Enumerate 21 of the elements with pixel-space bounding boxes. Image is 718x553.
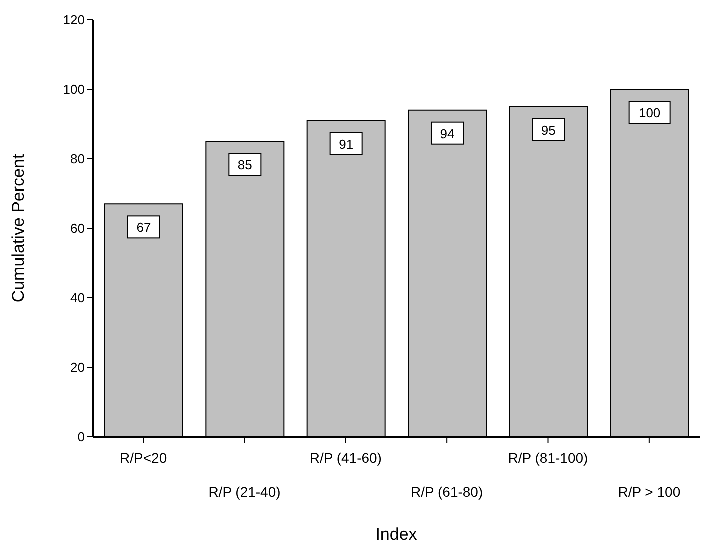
y-tick-label: 60 xyxy=(70,221,85,236)
x-tick-label: R/P (61-80) xyxy=(411,484,484,500)
data-label: 67 xyxy=(136,220,152,236)
y-tick-label: 120 xyxy=(63,12,85,28)
x-tick-label: R/P > 100 xyxy=(618,484,681,500)
x-tick-label: R/P (81-100) xyxy=(508,450,588,466)
x-tick-label: R/P (21-40) xyxy=(208,484,281,500)
x-axis-title: Index xyxy=(376,525,418,544)
x-tick-label: R/P<20 xyxy=(120,450,168,466)
data-label: 94 xyxy=(440,126,455,142)
y-tick-label: 0 xyxy=(78,430,85,445)
y-tick-label: 20 xyxy=(70,360,85,376)
data-label: 100 xyxy=(638,106,661,120)
y-tick-label: 100 xyxy=(63,82,85,98)
data-label: 95 xyxy=(541,122,556,138)
data-label: 91 xyxy=(339,136,354,152)
y-axis-title: Cumulative Percent xyxy=(9,154,28,303)
data-label: 85 xyxy=(238,158,252,173)
y-tick-label: 40 xyxy=(70,290,85,306)
y-tick-label: 80 xyxy=(70,152,85,167)
x-tick-label: R/P (41-60) xyxy=(310,450,382,466)
